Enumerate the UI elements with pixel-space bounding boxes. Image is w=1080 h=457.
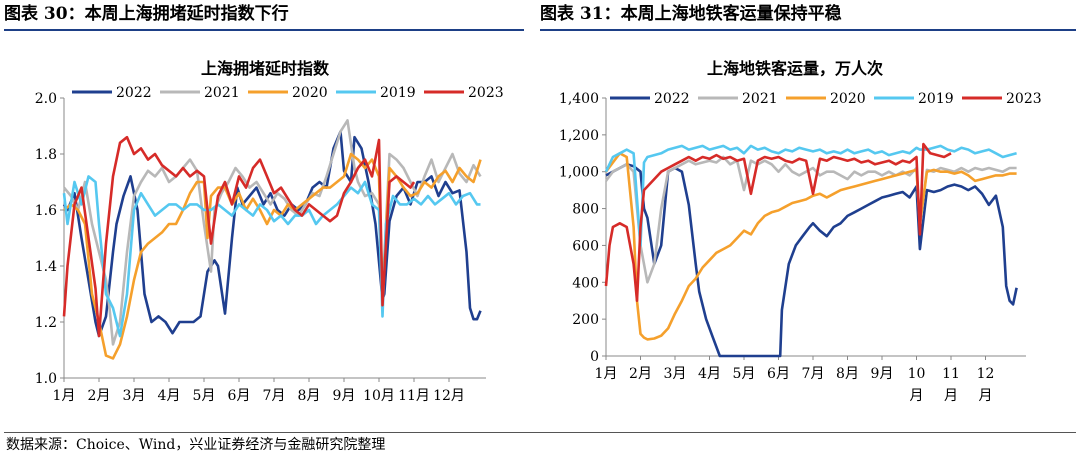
x-tick-label: 11 — [942, 366, 960, 382]
series-line-2021 — [604, 155, 1017, 284]
x-tick-label: 5月 — [733, 366, 756, 382]
y-tick-label: 600 — [572, 238, 599, 254]
legend-label-2019: 2019 — [918, 91, 954, 107]
y-tick-label: 1,200 — [559, 128, 599, 144]
series-line-2022 — [62, 130, 482, 338]
series-line-2023 — [62, 135, 416, 338]
series-line-2021 — [63, 119, 482, 346]
metro-ridership-chart: 上海地铁客运量，万人次 0 200 400 600 800 1,000 1,200 1,400 1… — [559, 59, 1042, 404]
legend-label-2023: 2023 — [1006, 91, 1042, 107]
data-source-note: 数据来源：Choice、Wind，兴业证券经济与金融研究院整理 — [6, 437, 386, 453]
x-tick-label: 4月 — [698, 366, 721, 382]
legend-label-2019: 2019 — [380, 85, 416, 101]
legend-label-2021: 2021 — [204, 85, 240, 101]
y-tick-label: 1.2 — [35, 315, 57, 331]
series-line-2020 — [604, 152, 1017, 341]
legend-label-2023: 2023 — [468, 85, 504, 101]
figure-31-title: 图表 31：本周上海地铁客运量保持平稳 — [540, 4, 842, 24]
x-tick-label: 4月 — [158, 388, 181, 404]
x-tick-label: 1月 — [595, 366, 618, 382]
chart-title: 上海拥堵延时指数 — [201, 59, 330, 78]
x-tick-label: 2月 — [88, 388, 111, 404]
legend-label-2022: 2022 — [116, 85, 152, 101]
x-tick-label: 月 — [910, 388, 924, 404]
legend-label-2020: 2020 — [830, 91, 866, 107]
y-tick-label: 800 — [572, 202, 599, 218]
footer-divider — [4, 432, 1076, 433]
x-tick-label: 10月 — [363, 388, 395, 404]
x-tick-label: 3月 — [664, 366, 687, 382]
legend-label-2021: 2021 — [742, 91, 778, 107]
y-tick-label: 2.0 — [35, 91, 57, 107]
legend-label-2022: 2022 — [654, 91, 690, 107]
x-tick-label: 6月 — [767, 366, 790, 382]
x-tick-label: 7月 — [263, 388, 286, 404]
title-underline-right — [540, 29, 1076, 31]
y-tick-label: 1.8 — [35, 147, 57, 163]
y-tick-label: 1.4 — [35, 259, 57, 275]
y-tick-label: 1,400 — [559, 91, 599, 107]
x-tick-label: 2月 — [629, 366, 652, 382]
x-tick-label: 9月 — [871, 366, 894, 382]
x-tick-label: 12 — [977, 366, 995, 382]
y-tick-label: 1.6 — [35, 203, 57, 219]
x-tick-label: 10 — [908, 366, 926, 382]
legend-label-2020: 2020 — [292, 85, 328, 101]
x-tick-label: 1月 — [53, 388, 76, 404]
x-tick-label: 3月 — [123, 388, 146, 404]
x-tick-label: 9月 — [333, 388, 356, 404]
x-tick-label: 7月 — [802, 366, 825, 382]
x-tick-label: 11月 — [398, 388, 430, 404]
y-tick-label: 1.0 — [35, 371, 57, 387]
y-tick-label: 1,000 — [559, 165, 599, 181]
x-tick-label: 月 — [979, 388, 993, 404]
congestion-index-chart: 上海拥堵延时指数 1.0 1.2 1.4 1.6 1.8 2.0 1月 2月 3月 4月 5月 6月 7月… — [35, 59, 504, 404]
chart-title: 上海地铁客运量，万人次 — [707, 59, 883, 78]
figure-30-title: 图表 30：本周上海拥堵延时指数下行 — [4, 4, 289, 24]
x-tick-label: 5月 — [193, 388, 216, 404]
x-tick-label: 8月 — [298, 388, 321, 404]
title-underline-left — [4, 29, 524, 31]
series-line-2019 — [604, 144, 1017, 247]
y-tick-label: 400 — [572, 275, 599, 291]
x-tick-label: 月 — [944, 388, 958, 404]
y-tick-label: 200 — [572, 312, 599, 328]
x-tick-label: 6月 — [228, 388, 251, 404]
y-tick-label: 0 — [590, 349, 599, 365]
x-tick-label: 12月 — [433, 388, 465, 404]
x-tick-label: 8月 — [836, 366, 859, 382]
series-line-2023 — [604, 142, 952, 303]
series-line-2019 — [62, 175, 481, 338]
